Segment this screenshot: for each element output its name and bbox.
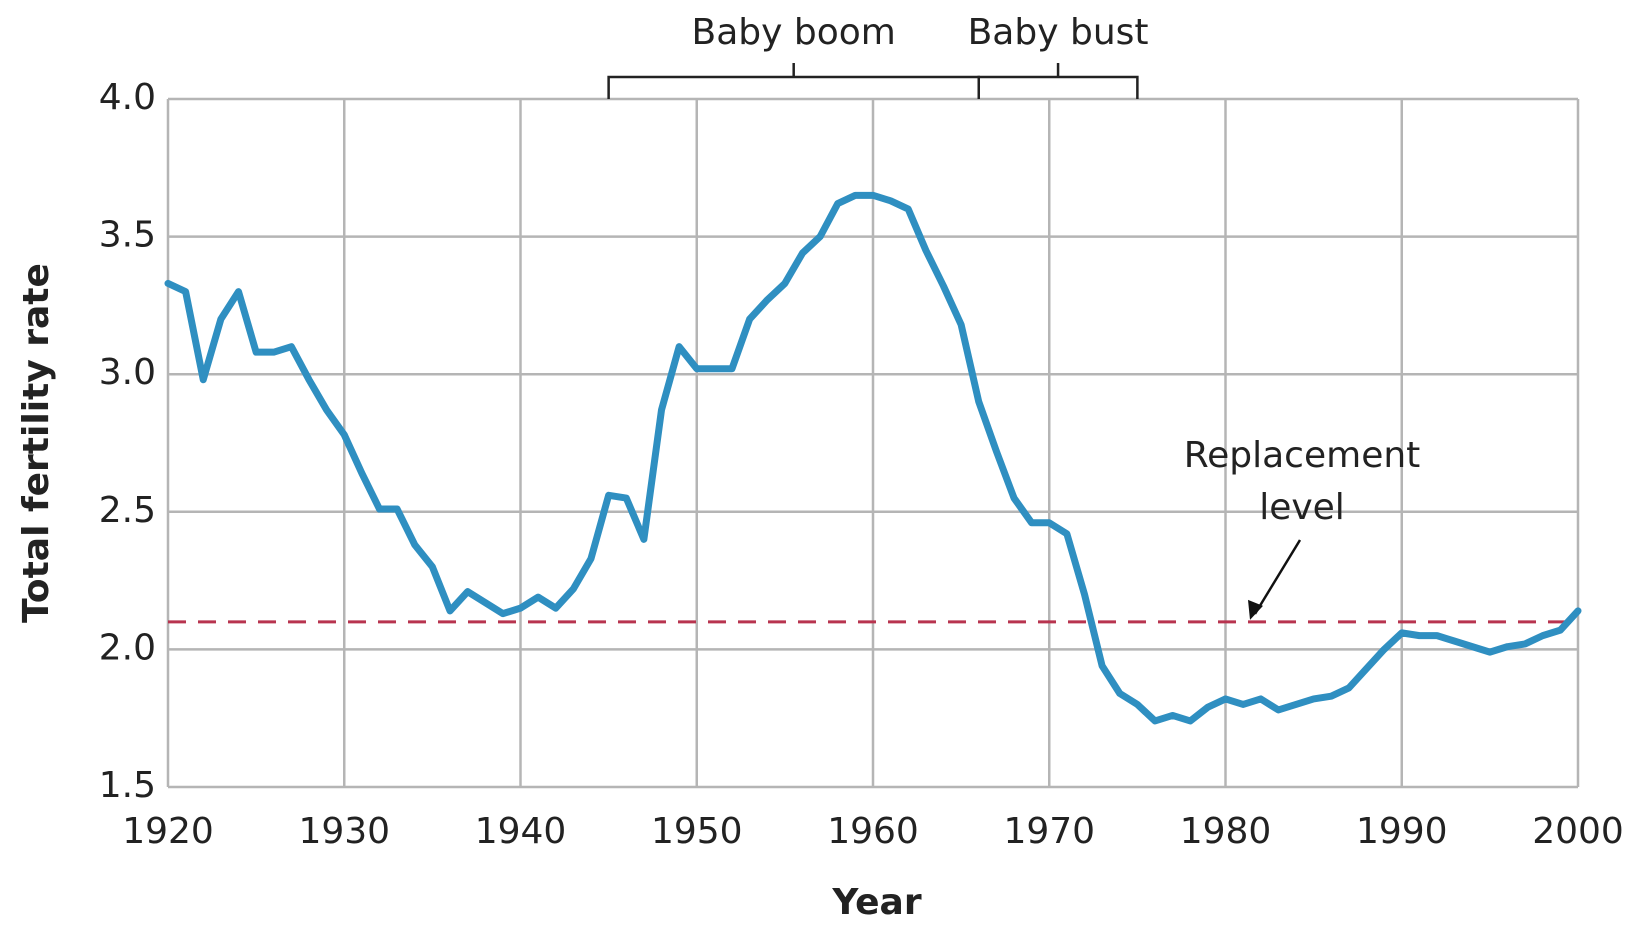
period-bracket [977,75,1139,99]
x-tick-label: 1950 [651,811,743,852]
y-tick-label: 2.5 [99,490,156,531]
y-axis-label: Total fertility rate [16,263,57,623]
x-tick-label: 1920 [122,811,214,852]
y-tick-label: 3.0 [99,352,156,393]
arrow-head [1248,599,1263,620]
x-tick-label: 1980 [1180,811,1272,852]
x-tick-label: 1940 [475,811,567,852]
period-label: Baby boom [692,12,896,53]
y-tick-label: 4.0 [99,77,156,118]
period-bracket [607,75,980,99]
arrow-shaft [1253,539,1302,615]
x-axis-label: Year [831,882,921,923]
replacement-label: level [1259,487,1345,528]
y-tick-label: 2.0 [99,627,156,668]
x-tick-label: 2000 [1532,811,1624,852]
replacement-label: Replacement [1184,435,1421,476]
y-tick-label: 1.5 [99,765,156,806]
data-line [164,191,1582,725]
period-label: Baby bust [968,12,1149,53]
x-tick-label: 1960 [827,811,919,852]
x-tick-label: 1990 [1356,811,1448,852]
y-tick-label: 3.5 [99,215,156,256]
x-tick-label: 1970 [1003,811,1095,852]
x-tick-label: 1930 [298,811,390,852]
